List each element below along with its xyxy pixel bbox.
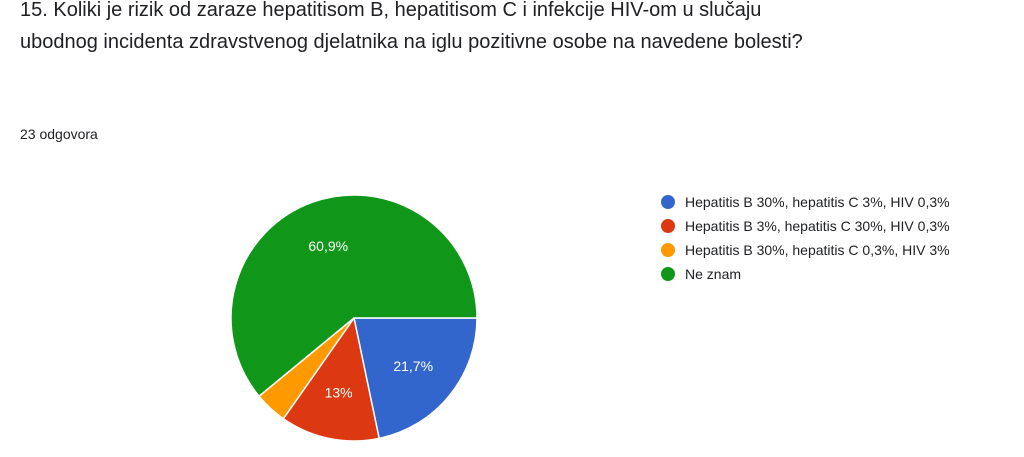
legend-label: Hepatitis B 30%, hepatitis C 3%, HIV 0,3… (685, 194, 950, 210)
legend-item: Ne znam (661, 265, 981, 283)
legend-swatch-icon (661, 243, 675, 257)
chart-legend: Hepatitis B 30%, hepatitis C 3%, HIV 0,3… (661, 193, 981, 289)
legend-swatch-icon (661, 195, 675, 209)
legend-swatch-icon (661, 219, 675, 233)
legend-item: Hepatitis B 30%, hepatitis C 0,3%, HIV 3… (661, 241, 981, 259)
legend-label: Hepatitis B 30%, hepatitis C 0,3%, HIV 3… (685, 242, 950, 258)
question-title: 15. Koliki je rizik od zaraze hepatitiso… (20, 0, 803, 53)
pie-slice (230, 194, 478, 398)
legend-label: Hepatitis B 3%, hepatitis C 30%, HIV 0,3… (685, 218, 950, 234)
pie-slice (282, 316, 381, 442)
pie-slice (353, 317, 478, 440)
slice-data-label: 13% (325, 385, 353, 401)
slice-data-label: 60,9% (308, 238, 348, 254)
legend-label: Ne znam (685, 266, 742, 282)
legend-item: Hepatitis B 3%, hepatitis C 30%, HIV 0,3… (661, 217, 981, 235)
legend-item: Hepatitis B 30%, hepatitis C 3%, HIV 0,3… (661, 193, 981, 211)
slice-data-label: 21,7% (393, 358, 433, 374)
legend-swatch-icon (661, 267, 675, 281)
response-count: 23 odgovora (20, 126, 98, 142)
